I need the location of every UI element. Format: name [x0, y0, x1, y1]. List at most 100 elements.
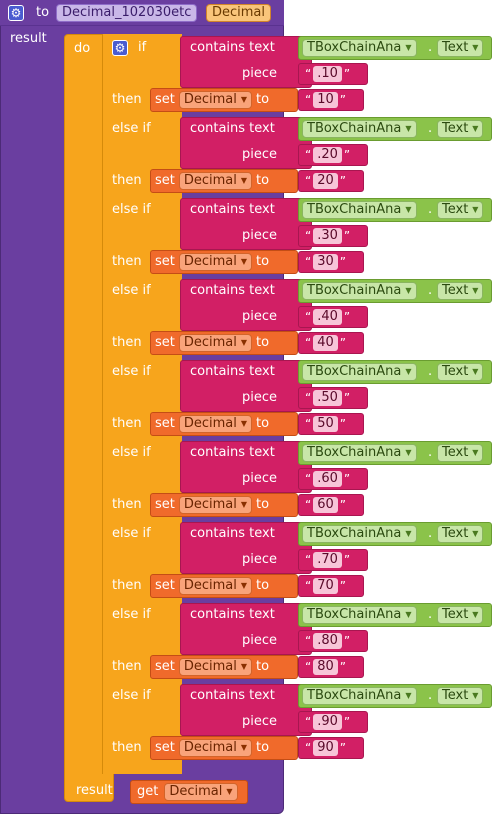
procedure-name-field[interactable]: Decimal_102030etc — [56, 4, 198, 22]
contains-text-block[interactable] — [180, 603, 312, 655]
procedure-gear-icon[interactable]: ⚙ — [8, 5, 24, 21]
get-variable-block[interactable]: get Decimal ▼ — [130, 780, 248, 804]
piece-string-value[interactable]: .80 — [313, 633, 342, 649]
property-dropdown[interactable]: Text ▼ — [437, 525, 484, 543]
property-dropdown[interactable]: Text ▼ — [437, 687, 484, 705]
value-string-block[interactable]: “40” — [298, 332, 364, 354]
set-variable-block[interactable]: set Decimal ▼ to — [150, 88, 298, 112]
component-name: TBoxChainAna — [307, 364, 402, 379]
value-string-block[interactable]: “60” — [298, 494, 364, 516]
property-dot: . — [428, 607, 433, 622]
contains-label: contains text — [190, 121, 275, 136]
contains-text-block[interactable] — [180, 684, 312, 736]
piece-string-value[interactable]: .50 — [313, 390, 342, 406]
dropdown-arrow-icon: ▼ — [472, 205, 479, 214]
procedure-param[interactable]: Decimal — [206, 4, 272, 22]
contains-text-block[interactable] — [180, 36, 312, 88]
contains-text-block[interactable] — [180, 441, 312, 493]
value-string-block[interactable]: “80” — [298, 656, 364, 678]
property-dropdown[interactable]: Text ▼ — [437, 363, 484, 381]
set-variable-block[interactable]: set Decimal ▼ to — [150, 493, 298, 517]
property-dropdown[interactable]: Text ▼ — [437, 39, 484, 57]
contains-text-block[interactable] — [180, 117, 312, 169]
value-string[interactable]: 40 — [313, 335, 338, 351]
component-dropdown[interactable]: TBoxChainAna ▼ — [302, 606, 417, 624]
if-block[interactable] — [102, 34, 182, 774]
set-variable-dropdown[interactable]: Decimal ▼ — [178, 91, 253, 109]
value-string-block[interactable]: “20” — [298, 170, 364, 192]
value-string[interactable]: 30 — [313, 254, 338, 270]
set-variable-dropdown[interactable]: Decimal ▼ — [178, 658, 253, 676]
component-dropdown[interactable]: TBoxChainAna ▼ — [302, 363, 417, 381]
value-string[interactable]: 70 — [313, 578, 338, 594]
contains-text-block[interactable] — [180, 360, 312, 412]
set-variable-block[interactable]: set Decimal ▼ to — [150, 574, 298, 598]
if-gear-icon[interactable]: ⚙ — [112, 40, 128, 56]
property-name: Text — [442, 202, 469, 217]
piece-string-block[interactable]: “.90” — [298, 711, 368, 733]
piece-string-block[interactable]: “.70” — [298, 549, 368, 571]
piece-string-block[interactable]: “.60” — [298, 468, 368, 490]
component-dropdown[interactable]: TBoxChainAna ▼ — [302, 687, 417, 705]
piece-string-block[interactable]: “.40” — [298, 306, 368, 328]
set-variable-dropdown[interactable]: Decimal ▼ — [178, 739, 253, 757]
get-variable-dropdown[interactable]: Decimal ▼ — [164, 783, 238, 801]
piece-string-block[interactable]: “.80” — [298, 630, 368, 652]
piece-string-value[interactable]: .20 — [313, 147, 342, 163]
set-variable-dropdown[interactable]: Decimal ▼ — [178, 334, 253, 352]
property-dropdown[interactable]: Text ▼ — [437, 120, 484, 138]
piece-string-value[interactable]: .30 — [313, 228, 342, 244]
set-variable-block[interactable]: set Decimal ▼ to — [150, 655, 298, 679]
piece-string-value[interactable]: .10 — [313, 66, 342, 82]
piece-string-value[interactable]: .90 — [313, 714, 342, 730]
property-dropdown[interactable]: Text ▼ — [437, 282, 484, 300]
piece-string-value[interactable]: .40 — [313, 309, 342, 325]
piece-string-block[interactable]: “.10” — [298, 63, 368, 85]
set-variable-name: Decimal — [183, 416, 237, 431]
piece-string-value[interactable]: .70 — [313, 552, 342, 568]
value-string-block[interactable]: “10” — [298, 89, 364, 111]
value-string-block[interactable]: “70” — [298, 575, 364, 597]
piece-string-value[interactable]: .60 — [313, 471, 342, 487]
value-string[interactable]: 80 — [313, 659, 338, 675]
set-variable-dropdown[interactable]: Decimal ▼ — [178, 577, 253, 595]
set-variable-block[interactable]: set Decimal ▼ to — [150, 736, 298, 760]
contains-label: contains text — [190, 688, 275, 703]
set-variable-block[interactable]: set Decimal ▼ to — [150, 331, 298, 355]
contains-text-block[interactable] — [180, 198, 312, 250]
open-quote: “ — [305, 148, 312, 162]
component-dropdown[interactable]: TBoxChainAna ▼ — [302, 120, 417, 138]
piece-string-block[interactable]: “.20” — [298, 144, 368, 166]
value-string[interactable]: 20 — [313, 173, 338, 189]
component-dropdown[interactable]: TBoxChainAna ▼ — [302, 201, 417, 219]
set-variable-dropdown[interactable]: Decimal ▼ — [178, 496, 253, 514]
component-dropdown[interactable]: TBoxChainAna ▼ — [302, 444, 417, 462]
property-dropdown[interactable]: Text ▼ — [437, 606, 484, 624]
set-variable-dropdown[interactable]: Decimal ▼ — [178, 253, 253, 271]
contains-text-block[interactable] — [180, 522, 312, 574]
dropdown-arrow-icon: ▼ — [405, 286, 412, 295]
value-string-block[interactable]: “30” — [298, 251, 364, 273]
value-string[interactable]: 90 — [313, 740, 338, 756]
value-string[interactable]: 10 — [313, 92, 338, 108]
set-variable-dropdown[interactable]: Decimal ▼ — [178, 415, 253, 433]
property-dropdown[interactable]: Text ▼ — [437, 444, 484, 462]
contains-text-block[interactable] — [180, 279, 312, 331]
piece-string-block[interactable]: “.30” — [298, 225, 368, 247]
value-string[interactable]: 60 — [313, 497, 338, 513]
value-string[interactable]: 50 — [313, 416, 338, 432]
value-string-block[interactable]: “90” — [298, 737, 364, 759]
set-variable-block[interactable]: set Decimal ▼ to — [150, 169, 298, 193]
piece-string-block[interactable]: “.50” — [298, 387, 368, 409]
component-dropdown[interactable]: TBoxChainAna ▼ — [302, 39, 417, 57]
else-if-label: else if — [112, 202, 151, 217]
component-dropdown[interactable]: TBoxChainAna ▼ — [302, 525, 417, 543]
set-variable-dropdown[interactable]: Decimal ▼ — [178, 172, 253, 190]
set-variable-block[interactable]: set Decimal ▼ to — [150, 250, 298, 274]
component-dropdown[interactable]: TBoxChainAna ▼ — [302, 282, 417, 300]
property-dropdown[interactable]: Text ▼ — [437, 201, 484, 219]
open-quote: “ — [305, 634, 312, 648]
set-variable-block[interactable]: set Decimal ▼ to — [150, 412, 298, 436]
value-string-block[interactable]: “50” — [298, 413, 364, 435]
property-name: Text — [442, 364, 469, 379]
